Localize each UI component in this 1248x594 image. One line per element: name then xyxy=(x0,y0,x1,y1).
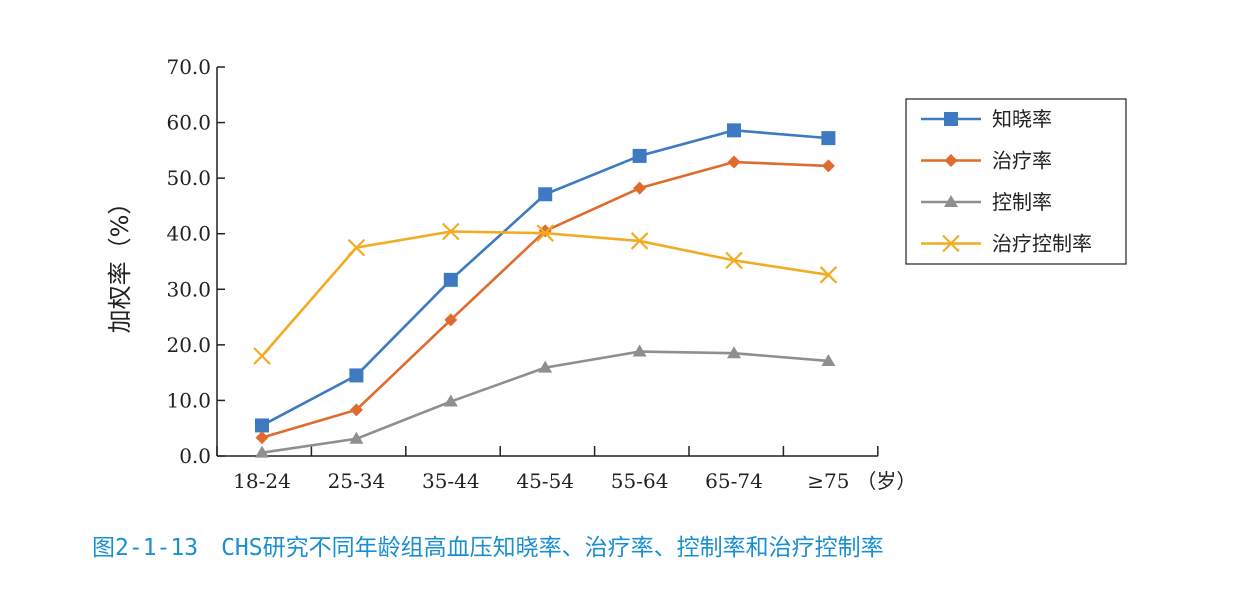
x-tick-label: 18-24 xyxy=(233,469,291,493)
data-point xyxy=(442,222,460,241)
data-point xyxy=(632,148,647,163)
data-point xyxy=(255,418,269,433)
data-point xyxy=(255,431,269,445)
series-4 xyxy=(253,222,838,365)
data-point xyxy=(349,368,364,383)
x-tick-label: 65-74 xyxy=(705,469,763,493)
legend-item: 治疗率 xyxy=(921,149,1052,173)
data-point xyxy=(727,123,741,138)
data-point xyxy=(944,112,958,126)
data-point xyxy=(443,272,458,287)
x-tick-label: 45-54 xyxy=(516,469,574,493)
data-point xyxy=(630,232,649,250)
data-point xyxy=(944,195,958,207)
data-point xyxy=(632,344,647,357)
data-point xyxy=(538,187,553,202)
axes: 0.0 10.0 20.0 30.0 40.0 50.0 60.0 70.0 18-24 25-3… xyxy=(106,55,916,493)
line-chart: 0.0 10.0 20.0 30.0 40.0 50.0 60.0 70.0 18-24 25-3… xyxy=(106,55,1127,493)
series-layer xyxy=(253,123,838,458)
series-line xyxy=(261,129,829,427)
data-point xyxy=(538,360,553,373)
y-tick-label: 30.0 xyxy=(166,277,211,301)
data-point xyxy=(944,154,958,167)
data-point xyxy=(255,445,269,458)
legend-item: 治疗控制率 xyxy=(921,232,1092,256)
legend-label: 知晓率 xyxy=(992,107,1052,131)
y-tick-label: 40.0 xyxy=(166,222,211,246)
y-tick-label: 20.0 xyxy=(166,333,211,357)
data-point xyxy=(443,394,458,407)
x-unit-label: （岁） xyxy=(856,469,916,493)
legend-label: 控制率 xyxy=(992,190,1052,214)
data-point xyxy=(349,403,363,417)
y-tick-label: 50.0 xyxy=(166,166,211,190)
data-point xyxy=(727,155,741,169)
data-point xyxy=(821,159,835,173)
data-point xyxy=(349,431,364,444)
data-point xyxy=(536,224,554,242)
data-point xyxy=(821,353,836,366)
data-point xyxy=(253,347,271,365)
y-tick-label: 60.0 xyxy=(166,111,211,135)
data-point xyxy=(347,238,366,257)
y-tick-label: 70.0 xyxy=(166,55,211,79)
x-tick-label: 55-64 xyxy=(611,469,669,493)
legend-label: 治疗控制率 xyxy=(992,232,1092,256)
y-tick-label: 10.0 xyxy=(166,388,211,412)
data-point xyxy=(942,234,960,253)
data-point xyxy=(819,266,838,284)
y-axis-title: 加权率（%） xyxy=(106,191,134,334)
figure-caption: 图2-1-13 CHS研究不同年龄组高血压知晓率、治疗率、控制率和治疗控制率 xyxy=(92,535,884,561)
x-tick-label: ≥75 xyxy=(807,469,849,493)
series-1 xyxy=(255,123,836,433)
x-tick-label: 35-44 xyxy=(422,469,480,493)
x-tick-label: 25-34 xyxy=(328,469,386,493)
series-line xyxy=(261,160,829,439)
data-point xyxy=(444,313,458,327)
data-point xyxy=(821,131,836,146)
data-point xyxy=(725,251,743,270)
data-point xyxy=(727,346,741,359)
legend-label: 治疗率 xyxy=(992,149,1052,173)
series-2 xyxy=(255,155,835,445)
legend-item: 控制率 xyxy=(921,190,1052,214)
legend-item: 知晓率 xyxy=(921,107,1052,131)
y-tick-label: 0.0 xyxy=(179,444,211,468)
data-point xyxy=(633,181,647,195)
series-line xyxy=(261,230,829,357)
series-3 xyxy=(255,344,836,458)
